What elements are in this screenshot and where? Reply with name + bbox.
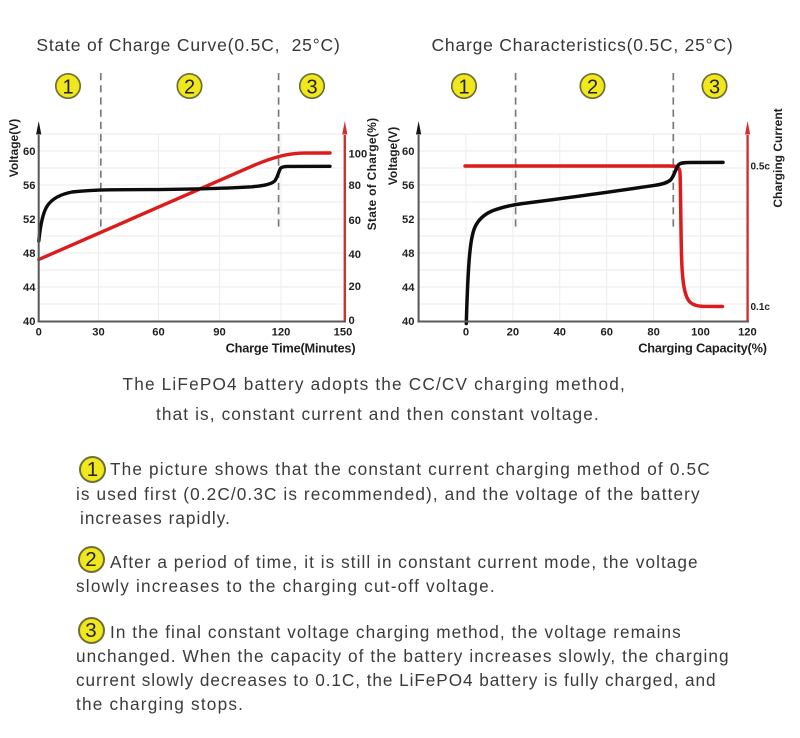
svg-text:30: 30: [92, 326, 104, 338]
svg-text:56: 56: [23, 180, 35, 192]
svg-text:120: 120: [738, 326, 757, 338]
svg-text:1: 1: [62, 76, 73, 98]
svg-text:2: 2: [587, 76, 598, 98]
svg-text:60: 60: [600, 326, 612, 338]
svg-text:3: 3: [306, 76, 317, 98]
svg-text:0: 0: [349, 315, 355, 327]
svg-text:52: 52: [402, 214, 414, 226]
svg-text:100: 100: [691, 326, 710, 338]
svg-text:Charging Current: Charging Current: [771, 108, 785, 207]
svg-text:80: 80: [349, 180, 361, 192]
svg-text:90: 90: [213, 326, 225, 338]
svg-text:48: 48: [402, 248, 414, 260]
svg-text:56: 56: [402, 180, 414, 192]
svg-text:48: 48: [23, 248, 35, 260]
svg-text:0.1c: 0.1c: [751, 302, 771, 313]
svg-text:20: 20: [349, 281, 361, 293]
svg-text:44: 44: [23, 282, 36, 294]
svg-text:1: 1: [458, 76, 469, 98]
svg-text:60: 60: [23, 146, 35, 158]
svg-text:44: 44: [402, 282, 415, 294]
svg-text:0: 0: [463, 326, 469, 338]
svg-text:Charge Characteristics(0.5C, 2: Charge Characteristics(0.5C, 25°C): [432, 35, 734, 55]
svg-text:State of Charge Curve(0.5C, 2: State of Charge Curve(0.5C, 25°C): [36, 35, 340, 55]
svg-text:0: 0: [36, 326, 42, 338]
svg-text:40: 40: [402, 316, 414, 328]
svg-text:60: 60: [152, 326, 164, 338]
svg-text:60: 60: [402, 146, 414, 158]
svg-text:20: 20: [507, 326, 519, 338]
svg-text:3: 3: [709, 76, 720, 98]
svg-text:2: 2: [184, 76, 195, 98]
svg-text:150: 150: [334, 326, 353, 338]
svg-text:40: 40: [23, 316, 35, 328]
svg-text:Charging Capacity(%): Charging Capacity(%): [638, 341, 767, 356]
svg-text:120: 120: [272, 326, 291, 338]
svg-text:60: 60: [349, 215, 361, 227]
svg-text:100: 100: [349, 149, 368, 161]
svg-text:40: 40: [554, 326, 566, 338]
svg-text:Voltage(V): Voltage(V): [7, 119, 21, 177]
svg-text:Voltage(V): Voltage(V): [386, 127, 400, 185]
svg-text:0.5c: 0.5c: [751, 162, 771, 173]
svg-text:40: 40: [349, 249, 361, 261]
svg-text:Charge Time(Minutes): Charge Time(Minutes): [226, 341, 356, 356]
svg-text:52: 52: [23, 214, 35, 226]
svg-text:State of Charge(%): State of Charge(%): [365, 118, 379, 231]
svg-text:80: 80: [647, 326, 659, 338]
